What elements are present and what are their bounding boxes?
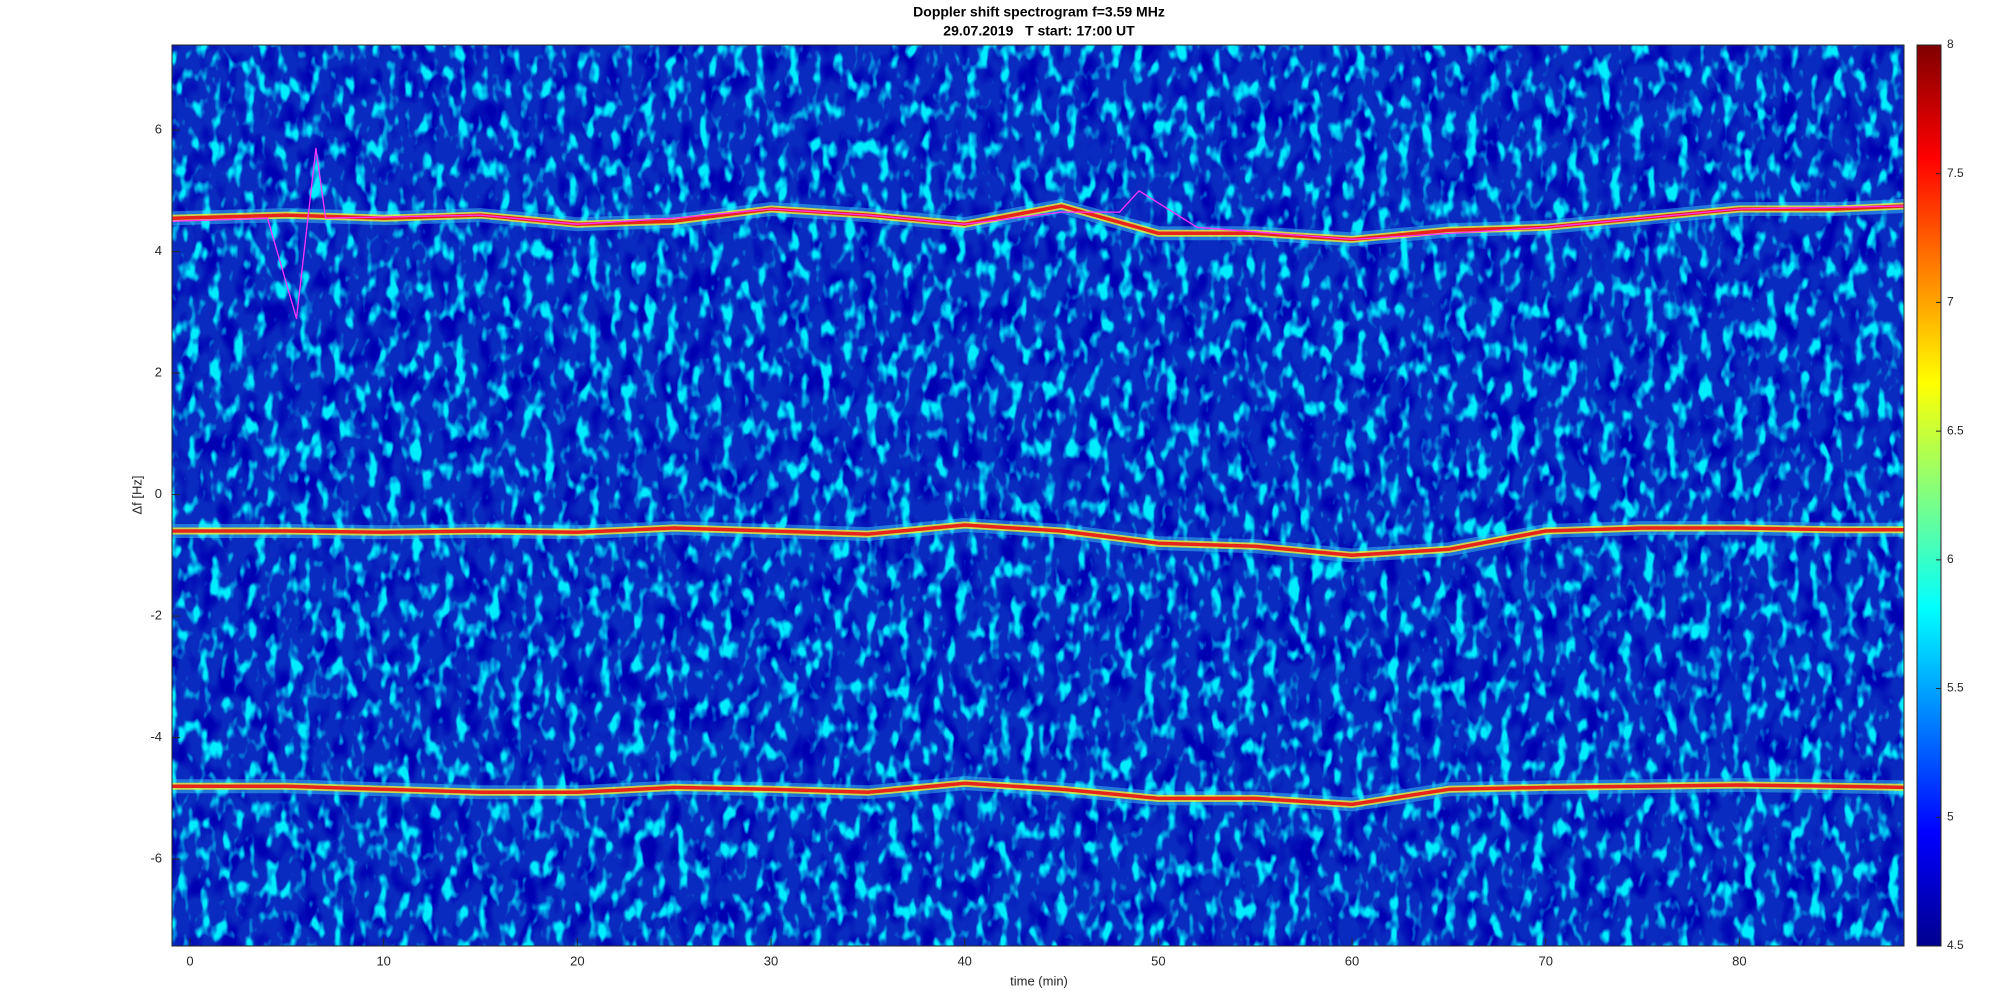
colorbar-tick-label: 7 (1947, 295, 1954, 309)
colorbar-tick-label: 4.5 (1947, 938, 1964, 952)
colorbar-tick-label: 6.5 (1947, 423, 1964, 437)
chart-subtitle: 29.07.2019 T start: 17:00 UT (943, 23, 1135, 39)
x-tick-label: 0 (186, 953, 193, 968)
plot-frame (171, 44, 1905, 947)
y-tick-label: -2 (150, 608, 162, 623)
x-tick-label: 40 (957, 953, 971, 968)
noise-speckle (172, 45, 1904, 946)
y-tick-label: -4 (150, 729, 162, 744)
y-tick-label: 2 (155, 365, 162, 380)
colorbar-tick-label: 5.5 (1947, 681, 1964, 695)
colorbar-tick-label: 8 (1947, 37, 1954, 51)
x-tick-label: 60 (1345, 953, 1359, 968)
chart-title: Doppler shift spectrogram f=3.59 MHz (913, 4, 1165, 20)
colorbar-tick-label: 6 (1947, 552, 1954, 566)
x-tick-label: 70 (1538, 953, 1552, 968)
y-axis-label: Δf [Hz] (129, 475, 144, 514)
traces (172, 147, 1904, 812)
colorbar-tick-label: 5 (1947, 809, 1954, 823)
y-tick-label: -6 (150, 851, 162, 866)
colorbar-tick-label: 7.5 (1947, 166, 1964, 180)
y-tick-label: 0 (155, 486, 162, 501)
y-tick-label: 4 (155, 243, 162, 258)
colorbar (1916, 44, 1942, 947)
x-axis-label: time (min) (1010, 973, 1068, 988)
y-tick-label: 6 (155, 121, 162, 136)
trace-line (172, 147, 1904, 320)
x-tick-label: 80 (1732, 953, 1746, 968)
x-tick-label: 50 (1151, 953, 1165, 968)
x-tick-label: 30 (764, 953, 778, 968)
band-line (172, 781, 1904, 807)
x-tick-label: 10 (376, 953, 390, 968)
band-line (172, 523, 1904, 558)
x-tick-label: 20 (570, 953, 584, 968)
